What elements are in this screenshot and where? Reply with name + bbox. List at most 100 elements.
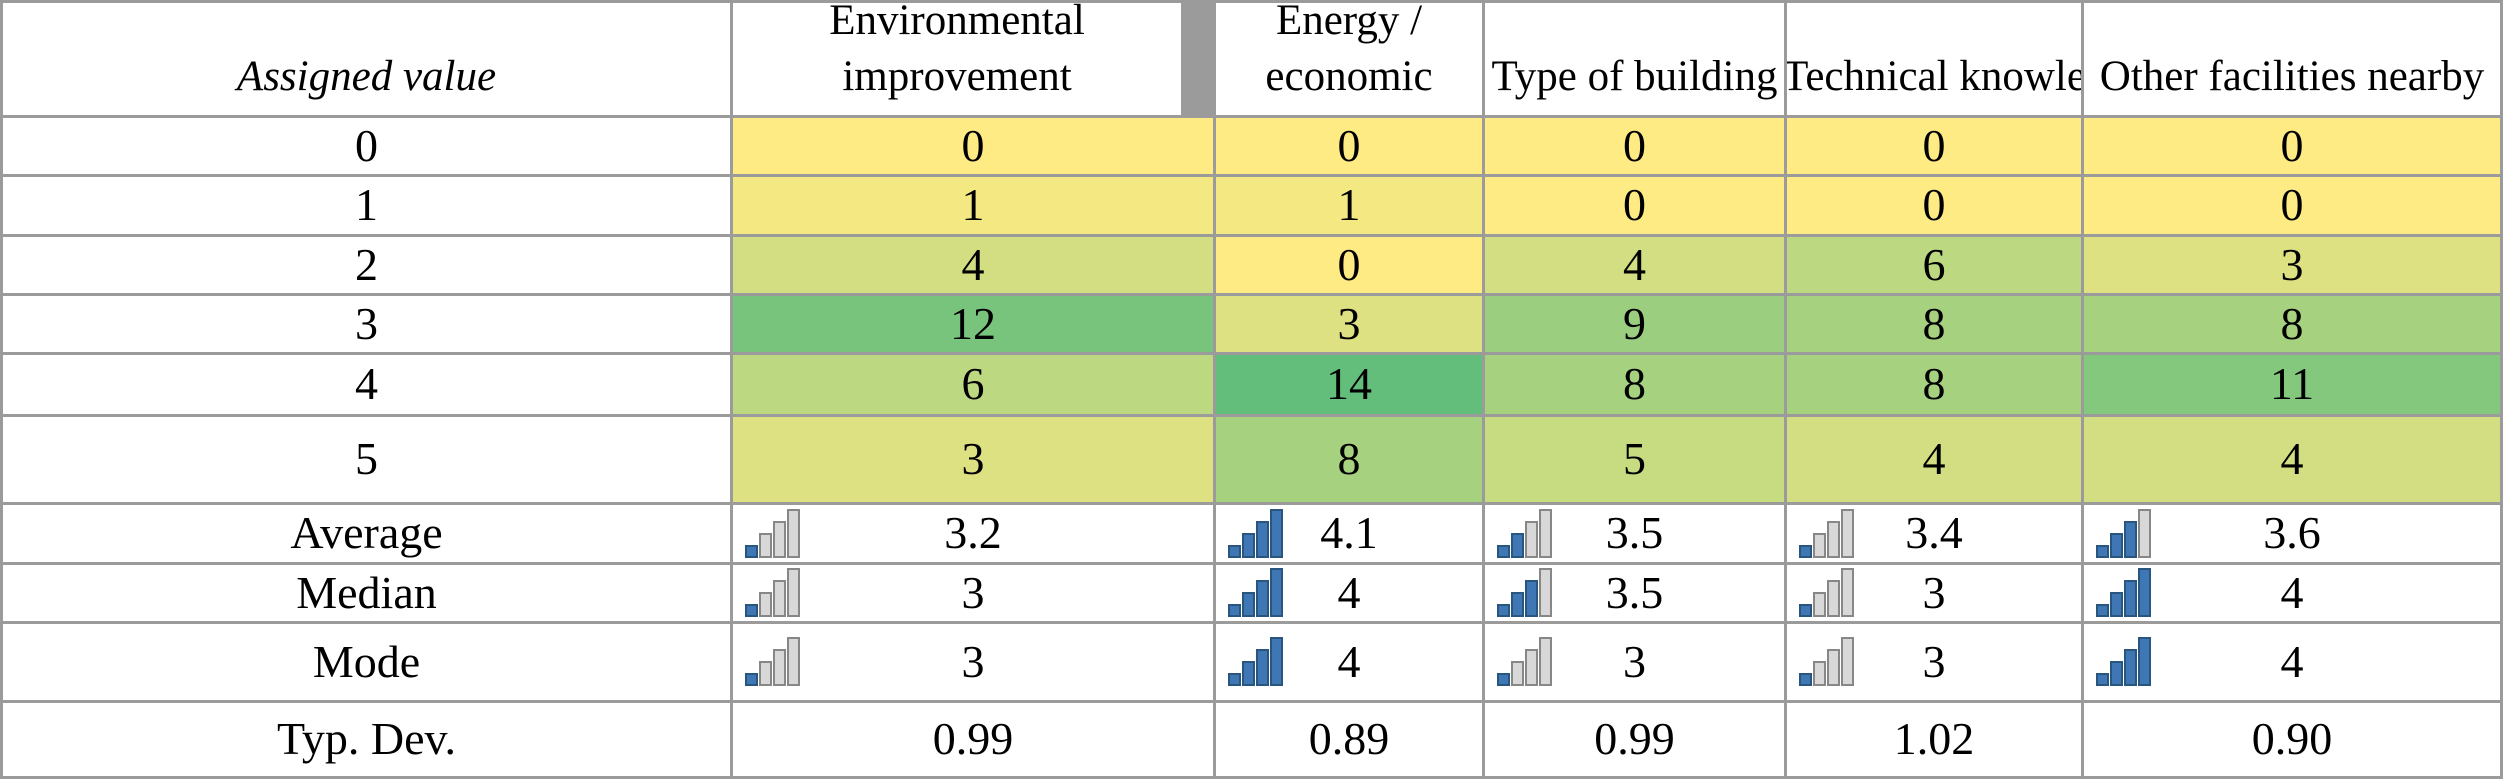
value-cell[interactable]: 1: [733, 177, 1213, 234]
row-label-text: Mode: [312, 635, 421, 687]
stat-cell[interactable]: 3.4: [1787, 505, 2081, 562]
stat-cell[interactable]: 3: [733, 565, 1213, 621]
rating-bars-icon-wrap: [1799, 508, 1855, 559]
typdev-cell-text: 0.99: [932, 713, 1014, 765]
stat-cell-text: 3.2: [944, 507, 1002, 559]
stat-cell-text: 3: [1922, 635, 1946, 687]
rating-bars-icon: [1228, 637, 1283, 686]
stat-cell[interactable]: 3.2: [733, 505, 1213, 562]
stat-cell[interactable]: 4: [2084, 565, 2500, 621]
row-label[interactable]: 5: [3, 417, 730, 502]
stat-cell[interactable]: 3.6: [2084, 505, 2500, 562]
column-header-text: Environmental improvement: [829, 3, 1085, 101]
value-cell-text: 6: [1922, 238, 1946, 290]
stat-cell[interactable]: 4: [1216, 565, 1482, 621]
column-header[interactable]: Environmental improvement: [733, 3, 1181, 115]
column-header[interactable]: Other facilities nearby: [2084, 3, 2500, 115]
typdev-cell[interactable]: 0.99: [733, 703, 1213, 776]
stat-cell-text: 3.6: [2263, 507, 2321, 559]
corner-header-assigned-value[interactable]: Assigned value: [3, 3, 730, 115]
value-cell[interactable]: 0: [1787, 177, 2081, 234]
value-cell[interactable]: 4: [2084, 417, 2500, 502]
value-cell[interactable]: 0: [2084, 118, 2500, 174]
typdev-cell[interactable]: 0.90: [2084, 703, 2500, 776]
value-cell[interactable]: 3: [2084, 237, 2500, 293]
value-cell[interactable]: 0: [1216, 237, 1482, 293]
row-label[interactable]: 3: [3, 296, 730, 352]
value-cell[interactable]: 0: [733, 118, 1213, 174]
rating-bars-icon: [2096, 508, 2151, 558]
value-cell[interactable]: 4: [1485, 237, 1784, 293]
value-cell[interactable]: 8: [1787, 296, 2081, 352]
row-label[interactable]: 1: [3, 177, 730, 234]
rating-bars-icon-wrap: [2096, 508, 2152, 559]
value-cell[interactable]: 9: [1485, 296, 1784, 352]
value-cell-text: 4: [2280, 433, 2304, 485]
rating-bars-icon: [1228, 508, 1283, 558]
row-label[interactable]: 0: [3, 118, 730, 174]
value-cell[interactable]: 6: [1787, 237, 2081, 293]
stat-cell-text: 3.5: [1605, 566, 1664, 618]
typdev-cell[interactable]: 0.99: [1485, 703, 1784, 776]
value-cell-text: 0: [1337, 238, 1361, 290]
stat-cell-text: 4: [1337, 566, 1361, 618]
value-cell[interactable]: 0: [1485, 177, 1784, 234]
rating-bars-icon: [1497, 637, 1552, 686]
value-cell[interactable]: 8: [1485, 355, 1784, 414]
column-header[interactable]: Technical knowle: [1787, 3, 2081, 115]
typdev-cell[interactable]: 0.89: [1216, 703, 1482, 776]
value-cell[interactable]: 0: [1787, 118, 2081, 174]
value-cell[interactable]: 8: [1216, 417, 1482, 502]
value-cell-text: 0: [2280, 179, 2304, 231]
value-cell[interactable]: 3: [1216, 296, 1482, 352]
value-cell[interactable]: 5: [1485, 417, 1784, 502]
value-cell[interactable]: 4: [733, 237, 1213, 293]
row-label-text: 4: [355, 358, 378, 410]
row-label[interactable]: Mode: [3, 624, 730, 700]
value-cell[interactable]: 11: [2084, 355, 2500, 414]
stat-cell[interactable]: 4: [2084, 624, 2500, 700]
stat-cell[interactable]: 3.5: [1485, 565, 1784, 621]
value-cell[interactable]: 14: [1216, 355, 1482, 414]
stat-cell[interactable]: 3: [733, 624, 1213, 700]
value-cell[interactable]: 8: [1787, 355, 2081, 414]
stat-cell[interactable]: 3.5: [1485, 505, 1784, 562]
value-cell-text: 0: [2280, 119, 2304, 171]
value-cell[interactable]: 0: [1485, 118, 1784, 174]
stat-cell[interactable]: 3: [1787, 624, 2081, 700]
typdev-cell[interactable]: 1.02: [1787, 703, 2081, 776]
row-label[interactable]: Typ. Dev.: [3, 703, 730, 776]
typdev-cell-text: 1.02: [1893, 713, 1975, 765]
corner-header-assigned-value-text: Assigned value: [236, 53, 497, 101]
value-cell-text: 4: [1922, 433, 1946, 485]
value-cell[interactable]: 8: [2084, 296, 2500, 352]
rating-bars-icon: [745, 637, 800, 686]
row-label-text: 0: [355, 119, 378, 171]
column-header[interactable]: Type of building: [1485, 3, 1784, 115]
value-cell[interactable]: 1: [1216, 177, 1482, 234]
rating-bars-icon: [1228, 568, 1283, 617]
stat-cell[interactable]: 4: [1216, 624, 1482, 700]
value-cell[interactable]: 12: [733, 296, 1213, 352]
row-label[interactable]: 2: [3, 237, 730, 293]
value-cell[interactable]: 0: [1216, 118, 1482, 174]
row-label[interactable]: Average: [3, 505, 730, 562]
typdev-cell-text: 0.99: [1594, 713, 1675, 765]
value-cell-text: 8: [1337, 433, 1361, 485]
row-label[interactable]: Median: [3, 565, 730, 621]
column-header[interactable]: Energy / economic: [1216, 3, 1482, 115]
row-label-text: Typ. Dev.: [276, 713, 457, 765]
stat-cell[interactable]: 3: [1485, 624, 1784, 700]
value-cell[interactable]: 4: [1787, 417, 2081, 502]
stat-cell[interactable]: 4.1: [1216, 505, 1482, 562]
value-cell-text: 14: [1326, 358, 1372, 410]
value-cell-text: 0: [1623, 119, 1646, 171]
value-cell[interactable]: 0: [2084, 177, 2500, 234]
row-label[interactable]: 4: [3, 355, 730, 414]
rating-bars-icon-wrap: [1497, 508, 1553, 559]
stat-cell-text: 4.1: [1320, 507, 1378, 559]
stat-cell[interactable]: 3: [1787, 565, 2081, 621]
value-cell[interactable]: 3: [733, 417, 1213, 502]
value-cell[interactable]: 6: [733, 355, 1213, 414]
